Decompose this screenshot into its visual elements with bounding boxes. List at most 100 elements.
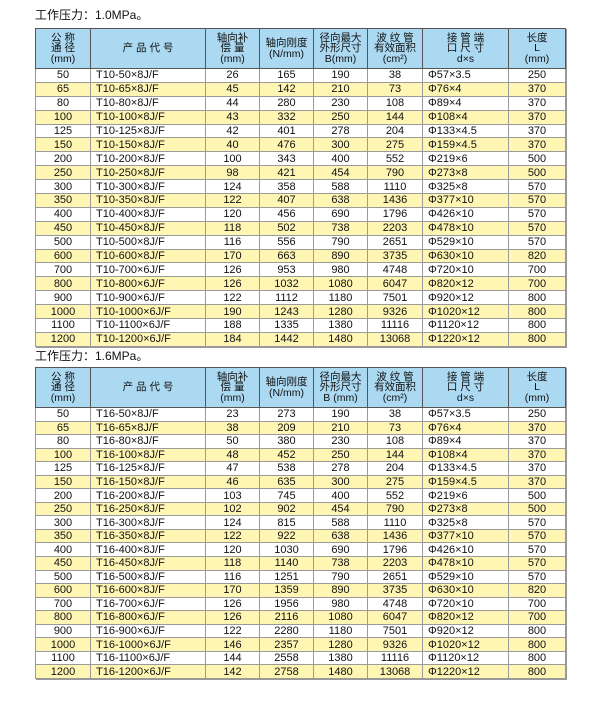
cell-product-code: T10-300×8J/F — [90, 179, 206, 195]
cell-product-code: T16-200×8J/F — [90, 488, 206, 503]
cell-product-code: T10-250×8J/F — [90, 165, 206, 181]
cell-product-code: T10-800×6J/F — [90, 276, 206, 292]
table-row: 800 T10-800×6J/F 126 1032 1080 6047 Φ820×12 700 — [35, 276, 566, 292]
cell-bellows-effective-area: 1110 — [367, 515, 423, 530]
cell-port-size: Φ325×8 — [422, 515, 509, 530]
cell-nominal-diameter: 1100 — [35, 318, 91, 333]
cell-bellows-effective-area: 6047 — [367, 610, 423, 625]
cell-axial-compensation: 126 — [205, 596, 260, 612]
cell-length: 570 — [508, 515, 566, 530]
cell-max-radial-size: 690 — [313, 542, 368, 557]
cell-port-size: Φ89×4 — [422, 434, 509, 449]
cell-axial-compensation: 126 — [205, 276, 260, 292]
table-row: 350 T10-350×8J/F 122 407 638 1436 Φ377×10 570 — [35, 193, 566, 208]
cell-nominal-diameter: 250 — [35, 165, 91, 181]
cell-max-radial-size: 190 — [313, 68, 368, 83]
table-row: 150 T16-150×8J/F 46 635 300 275 Φ159×4.5 370 — [35, 474, 566, 490]
cell-axial-stiffness: 452 — [259, 447, 314, 463]
cell-length: 820 — [508, 248, 566, 264]
cell-product-code: T10-450×8J/F — [90, 220, 206, 236]
cell-axial-compensation: 144 — [205, 650, 260, 666]
table-row: 80 T16-80×8J/F 50 380 230 108 Φ89×4 370 — [35, 434, 566, 449]
cell-bellows-effective-area: 108 — [367, 95, 423, 111]
table-row: 700 T10-700×6J/F 126 953 980 4748 Φ720×10 700 — [35, 262, 566, 278]
table-header-row: 公 称 通 径 (mm) 产 品 代 号轴向补 偿 量 (mm) 轴向刚度 (N/m… — [35, 367, 566, 408]
cell-max-radial-size: 790 — [313, 569, 368, 585]
cell-max-radial-size: 250 — [313, 447, 368, 463]
cell-nominal-diameter: 65 — [35, 81, 91, 97]
cell-nominal-diameter: 65 — [35, 420, 91, 436]
cell-axial-stiffness: 1956 — [259, 596, 314, 612]
cell-bellows-effective-area: 790 — [367, 165, 423, 181]
cell-nominal-diameter: 300 — [35, 179, 91, 195]
cell-product-code: T10-150×8J/F — [90, 137, 206, 153]
cell-axial-compensation: 120 — [205, 542, 260, 557]
cell-product-code: T10-350×8J/F — [90, 193, 206, 208]
cell-port-size: Φ720×10 — [422, 262, 509, 278]
cell-port-size: Φ720×10 — [422, 596, 509, 612]
cell-axial-compensation: 42 — [205, 123, 260, 139]
cell-port-size: Φ273×8 — [422, 165, 509, 181]
table-row: 700 T16-700×6J/F 126 1956 980 4748 Φ720×10 700 — [35, 596, 566, 612]
cell-axial-compensation: 122 — [205, 528, 260, 544]
cell-axial-compensation: 98 — [205, 165, 260, 181]
table-row: 450 T16-450×8J/F 118 1140 738 2203 Φ478×10 570 — [35, 556, 566, 571]
cell-bellows-effective-area: 1110 — [367, 179, 423, 195]
cell-axial-stiffness: 456 — [259, 206, 314, 222]
cell-length: 370 — [508, 95, 566, 111]
cell-port-size: Φ1120×12 — [422, 318, 509, 333]
cell-axial-compensation: 124 — [205, 179, 260, 195]
table-row: 50 T16-50×8J/F 23 273 190 38 Φ57×3.5 250 — [35, 407, 566, 422]
cell-axial-compensation: 122 — [205, 193, 260, 208]
cell-axial-stiffness: 922 — [259, 528, 314, 544]
cell-axial-compensation: 184 — [205, 331, 260, 347]
cell-nominal-diameter: 350 — [35, 528, 91, 544]
cell-length: 570 — [508, 569, 566, 585]
table-row: 300 T10-300×8J/F 124 358 588 1110 Φ325×8 570 — [35, 179, 566, 195]
cell-bellows-effective-area: 11116 — [367, 318, 423, 333]
table-row: 500 T16-500×8J/F 116 1251 790 2651 Φ529×10 570 — [35, 569, 566, 585]
cell-product-code: T16-400×8J/F — [90, 542, 206, 557]
table-row: 150 T10-150×8J/F 40 476 300 275 Φ159×4.5 370 — [35, 137, 566, 153]
cell-axial-stiffness: 2116 — [259, 610, 314, 625]
cell-nominal-diameter: 400 — [35, 206, 91, 222]
table-row: 800 T16-800×6J/F 126 2116 1080 6047 Φ820×12 700 — [35, 610, 566, 625]
cell-port-size: Φ426×10 — [422, 542, 509, 557]
cell-axial-stiffness: 401 — [259, 123, 314, 139]
cell-product-code: T16-700×6J/F — [90, 596, 206, 612]
cell-axial-compensation: 26 — [205, 68, 260, 83]
cell-nominal-diameter: 900 — [35, 623, 91, 639]
cell-axial-stiffness: 476 — [259, 137, 314, 153]
header-max-radial-size: 径向最大 外形尺寸 B(mm) — [313, 28, 368, 69]
cell-port-size: Φ920×12 — [422, 290, 509, 306]
cell-nominal-diameter: 500 — [35, 234, 91, 250]
table-row: 450 T10-450×8J/F 118 502 738 2203 Φ478×10 570 — [35, 220, 566, 236]
cell-nominal-diameter: 125 — [35, 123, 91, 139]
spec-table-1-0mpa: 公 称 通 径 (mm) 产 品 代 号轴向补 偿 量 (mm) 轴向刚度 (N/m… — [35, 28, 566, 347]
table-row: 900 T10-900×6J/F 122 1112 1180 7501 Φ920×12 800 — [35, 290, 566, 306]
cell-port-size: Φ1220×12 — [422, 331, 509, 347]
cell-axial-compensation: 45 — [205, 81, 260, 97]
cell-port-size: Φ108×4 — [422, 447, 509, 463]
cell-port-size: Φ76×4 — [422, 420, 509, 436]
cell-port-size: Φ1020×12 — [422, 304, 509, 320]
cell-bellows-effective-area: 790 — [367, 501, 423, 517]
cell-axial-stiffness: 209 — [259, 420, 314, 436]
cell-product-code: T16-80×8J/F — [90, 434, 206, 449]
cell-port-size: Φ1120×12 — [422, 650, 509, 666]
table-row: 1100 T10-1100×6J/F 188 1335 1380 11116 Φ1120×1… — [35, 318, 566, 333]
cell-product-code: T16-350×8J/F — [90, 528, 206, 544]
cell-max-radial-size: 980 — [313, 596, 368, 612]
cell-axial-stiffness: 1112 — [259, 290, 314, 306]
cell-nominal-diameter: 700 — [35, 596, 91, 612]
cell-axial-compensation: 116 — [205, 569, 260, 585]
cell-max-radial-size: 454 — [313, 501, 368, 517]
cell-port-size: Φ820×12 — [422, 610, 509, 625]
section-title-1-6mpa: 工作压力：1.6MPa。 — [35, 349, 149, 363]
cell-max-radial-size: 400 — [313, 488, 368, 503]
cell-port-size: Φ478×10 — [422, 220, 509, 236]
cell-nominal-diameter: 900 — [35, 290, 91, 306]
cell-product-code: T16-1000×6J/F — [90, 637, 206, 652]
cell-port-size: Φ57×3.5 — [422, 68, 509, 83]
cell-product-code: T16-600×8J/F — [90, 583, 206, 598]
